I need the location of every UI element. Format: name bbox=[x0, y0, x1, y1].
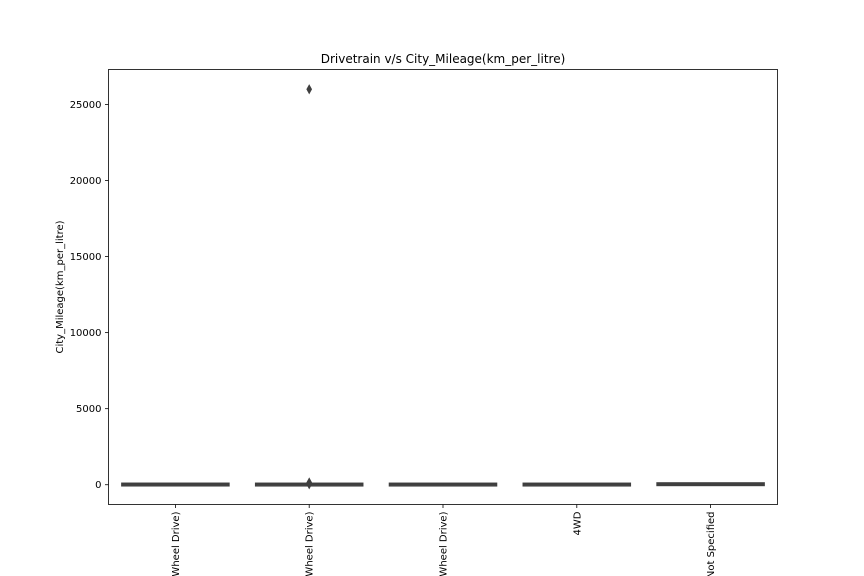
outlier-point bbox=[306, 84, 313, 95]
x-tick-label: 4WD bbox=[572, 511, 583, 535]
x-axis-ticks: Wheel Drive) Wheel Drive) Wheel Drive) 4WD N… bbox=[171, 504, 717, 576]
box-plots bbox=[121, 84, 765, 490]
y-tick-label: 5000 bbox=[76, 404, 101, 415]
y-axis-label: City_Mileage(km_per_litre) bbox=[55, 220, 66, 353]
box-group bbox=[254, 84, 364, 490]
x-tick-label: Wheel Drive) bbox=[171, 511, 182, 576]
box-group bbox=[121, 482, 230, 487]
y-tick-label: 25000 bbox=[70, 100, 102, 111]
plot-area-frame bbox=[108, 69, 778, 505]
box-group bbox=[522, 482, 632, 487]
x-tick-label: Wheel Drive) bbox=[439, 511, 450, 576]
y-tick-label: 0 bbox=[95, 480, 101, 491]
y-tick-label: 15000 bbox=[70, 252, 102, 263]
y-axis-ticks: 0 5000 10000 15000 20000 25000 bbox=[70, 100, 109, 491]
box-group bbox=[656, 482, 765, 487]
chart-title: Drivetrain v/s City_Mileage(km_per_litre… bbox=[321, 52, 566, 66]
x-tick-label: Wheel Drive) bbox=[305, 511, 316, 576]
x-tick-label: Not Specified bbox=[706, 512, 717, 576]
y-tick-label: 10000 bbox=[70, 328, 102, 339]
box-group bbox=[388, 482, 498, 487]
y-tick-label: 20000 bbox=[70, 176, 102, 187]
outlier-point bbox=[306, 479, 313, 490]
